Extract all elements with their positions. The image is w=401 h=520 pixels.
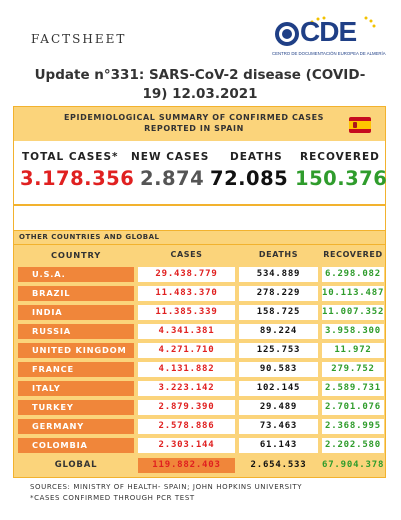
headline-line-2: 19) 12.03.2021 [142,86,258,102]
sources-note: SOURCES: MINISTRY OF HEALTH- SPAIN; JOHN… [30,483,303,491]
country-cases: 2.578.886 [138,419,235,434]
country-recovered: 2.202.580 [322,438,384,453]
country-recovered: 11.972 [322,343,384,358]
country-cases: 4.341.381 [138,324,235,339]
country-recovered: 3.958.300 [322,324,384,339]
global-recovered: 67.904.378 [322,458,384,473]
global-total-row: GLOBAL 119.882.403 2.654.533 67.904.378 [13,456,386,478]
other-countries-label: OTHER COUNTRIES AND GLOBAL [19,233,160,241]
new-cases-label: NEW CASES [131,151,210,163]
spain-summary-title: EPIDEMIOLOGICAL SUMMARY OF CONFIRMED CAS… [44,113,344,134]
country-deaths: 89.224 [239,324,318,339]
country-name: BRAZIL [18,286,134,301]
global-cases: 119.882.403 [138,458,235,473]
country-deaths: 534.889 [239,267,318,282]
column-header-recovered: RECOVERED [323,250,383,259]
country-deaths: 102.145 [239,381,318,396]
deaths-label: DEATHS [230,151,283,163]
country-recovered: 10.113.487 [322,286,384,301]
spain-title-line-2: REPORTED IN SPAIN [144,123,244,133]
country-deaths: 278.229 [239,286,318,301]
country-cases: 29.438.779 [138,267,235,282]
panel-divider [14,204,385,206]
spain-summary-panel: EPIDEMIOLOGICAL SUMMARY OF CONFIRMED CAS… [13,106,388,231]
country-recovered: 11.007.352 [322,305,384,320]
update-headline: Update n°331: SARS-CoV-2 disease (COVID-… [20,66,380,104]
country-cases: 3.223.142 [138,381,235,396]
global-label: GLOBAL [18,458,134,473]
column-header-cases: CASES [170,250,203,259]
country-deaths: 125.753 [239,343,318,358]
headline-line-1: Update n°331: SARS-CoV-2 disease (COVID- [34,67,366,83]
country-recovered: 2.589.731 [322,381,384,396]
country-cases: 2.879.390 [138,400,235,415]
global-deaths: 2.654.533 [239,458,318,473]
country-recovered: 6.298.082 [322,267,384,282]
factsheet-label: FACTSHEET [31,32,127,46]
country-name: RUSSIA [18,324,134,339]
recovered-value: 150.376 [295,167,388,190]
deaths-value: 72.085 [210,167,289,190]
country-name: COLOMBIA [18,438,134,453]
spain-title-line-1: EPIDEMIOLOGICAL SUMMARY OF CONFIRMED CAS… [63,113,325,122]
new-cases-value: 2.874 [140,167,205,190]
country-cases: 4.271.710 [138,343,235,358]
spain-flag-icon [349,117,371,133]
country-cases: 11.483.370 [138,286,235,301]
cde-logo-emblem [275,16,376,46]
country-deaths: 158.725 [239,305,318,320]
country-name: INDIA [18,305,134,320]
total-cases-label: TOTAL CASES* [22,151,119,163]
country-name: TURKEY [18,400,134,415]
countries-table: COUNTRY CASES DEATHS RECOVERED U.S.A. 29… [13,244,386,459]
country-recovered: 2.701.076 [322,400,384,415]
country-name: ITALY [18,381,134,396]
country-recovered: 279.752 [322,362,384,377]
country-deaths: 73.463 [239,419,318,434]
country-cases: 4.131.882 [138,362,235,377]
column-header-deaths: DEATHS [258,250,299,259]
other-countries-bar: OTHER COUNTRIES AND GLOBAL [13,230,386,244]
total-cases-value: 3.178.356 [20,167,135,190]
cde-logo-subtitle: CENTRO DE DOCUMENTACIÓN EUROPEA DE ALMER… [272,51,386,56]
country-deaths: 61.143 [239,438,318,453]
country-name: FRANCE [18,362,134,377]
country-cases: 11.385.339 [138,305,235,320]
country-name: UNITED KINGDOM [18,343,134,358]
country-name: GERMANY [18,419,134,434]
recovered-label: RECOVERED [300,151,380,163]
country-deaths: 29.489 [239,400,318,415]
pcr-footnote: *CASES CONFIRMED THROUGH PCR TEST [30,494,195,502]
spain-summary-header: EPIDEMIOLOGICAL SUMMARY OF CONFIRMED CAS… [14,107,385,141]
country-deaths: 90.583 [239,362,318,377]
country-recovered: 2.368.995 [322,419,384,434]
cde-logo-text: CDE [300,16,357,47]
country-name: U.S.A. [18,267,134,282]
column-header-country: COUNTRY [50,250,102,260]
country-cases: 2.303.144 [138,438,235,453]
